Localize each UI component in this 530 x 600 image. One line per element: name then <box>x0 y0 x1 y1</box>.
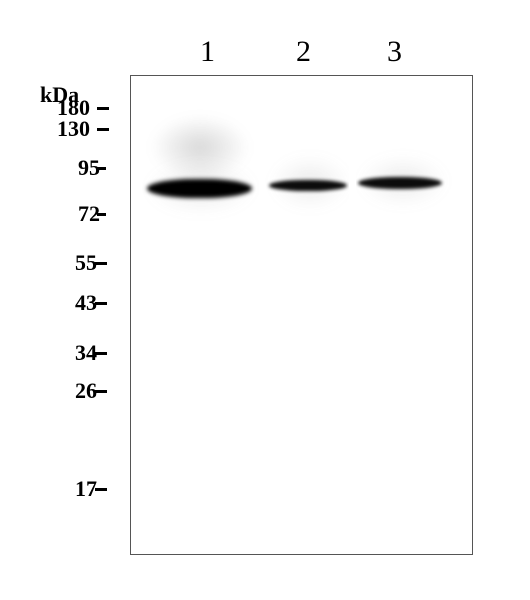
mw-tick-95 <box>97 167 106 170</box>
mw-tick-43 <box>95 302 107 305</box>
mw-label-95: 95 <box>50 155 100 181</box>
mw-tick-34 <box>95 352 107 355</box>
gap-2-3 <box>349 165 356 207</box>
mw-tick-17 <box>95 488 107 491</box>
mw-tick-55 <box>95 262 107 265</box>
mw-tick-130 <box>97 128 109 131</box>
blot-figure: kDa 1 2 3 180 130 95 72 55 43 34 26 17 <box>0 0 530 600</box>
mw-label-26: 26 <box>47 378 97 404</box>
lane-label-3: 3 <box>387 35 402 69</box>
mw-label-34: 34 <box>47 340 97 366</box>
mw-tick-72 <box>97 213 106 216</box>
mw-label-17: 17 <box>47 476 97 502</box>
band-lane3 <box>358 177 442 189</box>
band-lane1 <box>147 179 252 198</box>
mw-label-43: 43 <box>47 290 97 316</box>
mw-label-72: 72 <box>50 201 100 227</box>
mw-label-55: 55 <box>47 250 97 276</box>
lane-label-2: 2 <box>296 35 311 69</box>
lane-label-1: 1 <box>200 35 215 69</box>
mw-tick-26 <box>95 390 107 393</box>
gap-1-2 <box>259 165 265 207</box>
mw-tick-180 <box>97 107 109 110</box>
band-lane2 <box>269 180 347 191</box>
mw-label-130: 130 <box>40 116 90 142</box>
